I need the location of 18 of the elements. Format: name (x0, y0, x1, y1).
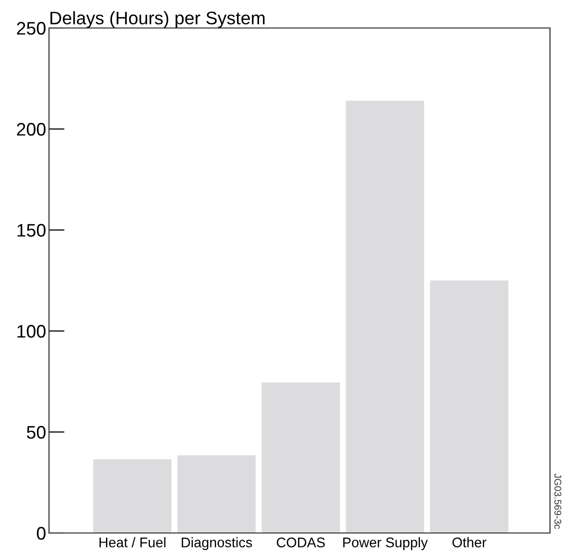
bar (262, 382, 340, 533)
y-tick-label: 150 (17, 224, 46, 237)
chart-title: Delays (Hours) per System (50, 11, 265, 28)
x-tick-label: Diagnostics (182, 537, 252, 550)
bar (177, 455, 256, 533)
x-tick-label: Other (452, 537, 486, 548)
text: JG03.569-3c (554, 474, 562, 529)
bar (93, 459, 172, 533)
x-tick-label: CODAS (276, 538, 325, 548)
y-tick-label: 100 (17, 324, 46, 338)
y-tick-label: 250 (17, 22, 46, 35)
x-tick-label: Heat / Fuel (100, 537, 166, 548)
y-tick-label: 0 (36, 526, 46, 540)
y-tick-label: 50 (26, 426, 46, 439)
bar (346, 100, 424, 533)
y-tick-label: 200 (17, 122, 46, 136)
bar (430, 280, 508, 533)
x-tick-label: Power Supply (343, 537, 428, 550)
